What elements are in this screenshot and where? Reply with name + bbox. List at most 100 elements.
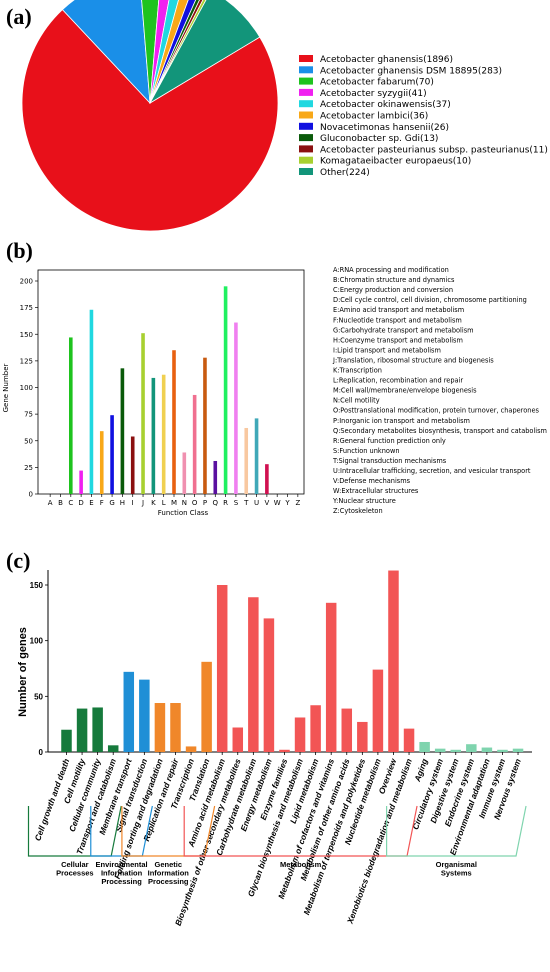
bar xyxy=(341,708,353,752)
x-tick-label: H xyxy=(120,499,125,507)
bar xyxy=(92,707,103,752)
panel-c-bar-chart: (c) 0 50 100 150 Number of genes Cell growt… xyxy=(6,548,532,927)
definition-item: M:Cell wall/membrane/envelope biogenesis xyxy=(333,387,477,395)
panel-b-axes: 0 25 50 75 100 125 150 175 200 A B C D E F G H I J K L M N O P Q R… xyxy=(20,269,305,507)
x-tick-label: T xyxy=(243,499,249,507)
bar xyxy=(79,470,83,494)
bar xyxy=(170,703,181,752)
legend-label: Acetobacter pasteurianus subsp. pasteuri… xyxy=(320,145,548,155)
definition-item: I:Lipid transport and metabolism xyxy=(333,346,441,354)
group-label: Processes xyxy=(56,869,94,878)
bar xyxy=(357,721,368,752)
definition-item: Y:Nuclear structure xyxy=(332,497,396,505)
legend-label: Novacetimonas hansenii(26) xyxy=(320,123,449,133)
bar xyxy=(232,727,244,752)
bar xyxy=(172,350,176,494)
pie-slices xyxy=(21,0,279,232)
legend-label: Gluconobacter sp. Gdi(13) xyxy=(320,134,438,144)
x-tick-label: N xyxy=(182,499,187,507)
x-tick-label: I xyxy=(132,499,134,507)
y-tick-label: 200 xyxy=(20,278,33,286)
bar xyxy=(192,394,197,494)
bar xyxy=(110,415,114,494)
legend-swatch xyxy=(299,66,313,74)
pie-legend: Acetobacter ghanensis(1896)Acetobacter g… xyxy=(299,55,548,178)
y-tick-label: 100 xyxy=(20,384,33,392)
pie-slice xyxy=(141,0,160,104)
group-label: Systems xyxy=(441,869,472,878)
bar xyxy=(372,669,384,752)
x-tick-label: B xyxy=(58,499,63,507)
panel-c-bars xyxy=(61,570,524,752)
bar xyxy=(139,679,150,752)
bar xyxy=(76,708,88,752)
legend-swatch xyxy=(299,122,313,130)
y-tick-label: 50 xyxy=(24,437,33,445)
group-bracket xyxy=(386,805,527,857)
x-tick-label: E xyxy=(89,499,93,507)
group-bracket xyxy=(27,805,122,857)
definition-item: E:Amino acid transport and metabolism xyxy=(333,306,464,314)
bar xyxy=(234,322,238,494)
x-tick-label: V xyxy=(264,499,269,507)
x-tick-label: G xyxy=(109,499,114,507)
legend-label: Acetobacter ghanensis DSM 18895(283) xyxy=(320,66,502,76)
legend-label: Acetobacter syzygii(41) xyxy=(320,89,427,99)
y-tick-label: 0 xyxy=(29,491,33,499)
x-tick-label: P xyxy=(203,499,207,507)
bar xyxy=(481,747,493,752)
panel-c-y-axis-title: Number of genes xyxy=(17,627,29,717)
bar xyxy=(216,585,228,752)
bar xyxy=(310,705,321,752)
group-bracket xyxy=(121,805,216,857)
group-bracket xyxy=(90,805,153,857)
definition-item: Z:Cytoskeleton xyxy=(333,507,383,515)
y-tick-label: 175 xyxy=(20,304,33,312)
x-tick-label: L xyxy=(162,499,166,507)
x-tick-label: W xyxy=(274,499,281,507)
panel-b-x-axis-title: Function Class xyxy=(158,509,209,517)
panel-c-axes: 0 50 100 150 xyxy=(30,570,532,757)
bar xyxy=(419,741,430,752)
panel-c-label: (c) xyxy=(6,548,30,573)
group-bracket xyxy=(183,805,418,857)
bar xyxy=(434,748,446,752)
definition-item: L:Replication, recombination and repair xyxy=(333,377,463,385)
bar xyxy=(263,618,275,752)
x-tick-label: F xyxy=(100,499,104,507)
bar xyxy=(294,717,306,752)
bar xyxy=(466,744,477,752)
bar xyxy=(203,357,207,494)
legend-swatch xyxy=(299,55,313,62)
bar xyxy=(161,374,166,494)
bar xyxy=(244,427,249,494)
bar xyxy=(182,452,187,494)
panel-a-pie-chart: (a) Acetobacter ghanensis(1896)Acetobact… xyxy=(6,0,548,232)
legend-swatch xyxy=(299,134,313,142)
x-tick-label: Z xyxy=(295,499,300,507)
group-label: Information xyxy=(101,869,143,878)
group-label: Information xyxy=(148,869,190,878)
bar xyxy=(141,333,145,494)
definition-item: Q:Secondary metabolites biosynthesis, tr… xyxy=(333,427,547,435)
pie-slice xyxy=(61,0,151,105)
definition-item: J:Translation, ribosomal structure and b… xyxy=(332,356,494,364)
x-tick-label: Q xyxy=(213,499,219,507)
y-tick-label: 100 xyxy=(30,637,44,646)
bar xyxy=(279,749,290,752)
definition-item: V:Defense mechanisms xyxy=(333,477,411,485)
bar xyxy=(107,745,119,752)
y-tick-label: 125 xyxy=(20,357,33,365)
definition-item: U:Intracellular trafficking, secretion, … xyxy=(333,467,531,475)
panel-b-y-axis-title: Gene Number xyxy=(2,363,10,412)
bar xyxy=(265,464,269,494)
definition-item: D:Cell cycle control, cell division, chr… xyxy=(333,296,527,304)
pie-slice xyxy=(148,0,261,105)
x-tick-label: S xyxy=(234,499,239,507)
definition-item: G:Carbohydrate transport and metabolism xyxy=(333,326,474,334)
group-label: Cellular xyxy=(61,860,89,869)
definition-item: T:Signal transduction mechanisms xyxy=(332,457,447,465)
legend-swatch xyxy=(299,156,313,164)
legend-swatch xyxy=(299,145,313,153)
